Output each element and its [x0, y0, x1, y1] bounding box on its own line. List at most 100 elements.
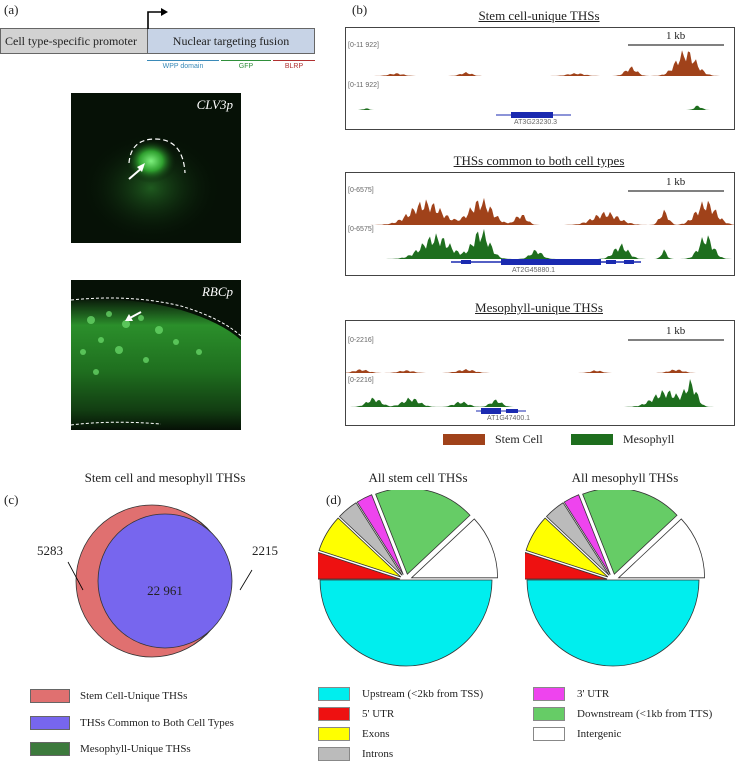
mesophyll-legend-label: Mesophyll [623, 432, 675, 446]
promoter-box: Cell type-specific promoter [0, 28, 148, 54]
venn-meso-value: 2215 [252, 543, 278, 558]
track1-range-bottom: [0-11 922] [348, 82, 380, 89]
track3-title: Mesophyll-unique THSs [475, 300, 603, 315]
legend-mesophyll: Mesophyll [571, 432, 674, 447]
5utr-label: 5' UTR [362, 708, 395, 720]
track1-title: Stem cell-unique THSs [478, 8, 600, 23]
pie-legend-3utr: 3' UTR [533, 687, 609, 701]
track2-range-top: [0-6575] [348, 187, 374, 194]
track2-title: THSs common to both cell types [453, 153, 625, 168]
pie-slice-3-utr [563, 494, 611, 575]
downstream-swatch [533, 707, 565, 721]
venn-common-circle [97, 513, 233, 649]
track1-scale-label: 1 kb [666, 30, 686, 42]
panel-d-label: (d) [326, 492, 342, 507]
exons-swatch [318, 727, 350, 741]
venn-title: Stem cell and mesophyll THSs [84, 470, 246, 485]
venn-legend-common: THSs Common to Both Cell Types [30, 716, 234, 730]
pie-slice-downstream-1kb-from-tts [375, 490, 471, 575]
gfp-label: GFP [238, 63, 254, 70]
pie-slice-downstream-1kb-from-tts [582, 490, 678, 575]
pie-slice-5-utr [318, 551, 401, 580]
pie-slice-exons [318, 517, 402, 578]
rbcp-micrograph: RBCp [71, 280, 241, 430]
mesophyll-swatch [571, 434, 613, 445]
clv3p-micrograph: CLV3p [71, 93, 241, 243]
track1-stem-signal [346, 50, 734, 76]
introns-label: Introns [362, 748, 394, 760]
3utr-label: 3' UTR [577, 688, 610, 700]
track1-box: 1 kb [0-11 922] [0-11 922] AT3G23230.3 [345, 27, 735, 130]
clv3p-label: CLV3p [196, 97, 233, 112]
track3-stem-signal [346, 369, 734, 373]
introns-swatch [318, 747, 350, 761]
downstream-label: Downstream (<1kb from TTS) [577, 708, 713, 720]
track2-box: 1 kb [0-6575] [0-6575] AT2G45880.1 [345, 172, 735, 276]
panel-a-label: (a) [4, 2, 19, 17]
pie-slice-3-utr [356, 494, 404, 575]
pie-legend-intergenic: Intergenic [533, 727, 621, 741]
venn-stem-value: 5283 [37, 543, 63, 558]
transcription-start-arrow-icon [147, 8, 168, 29]
stem-cell-swatch [443, 434, 485, 445]
venn-legend-stem: Stem Cell-Unique THSs [30, 689, 187, 703]
track1-range-top: [0-11 922] [348, 42, 380, 49]
gfp-line [221, 60, 271, 61]
pie2-title: All mesophyll THSs [571, 470, 679, 485]
venn-legend-common-label: THSs Common to Both Cell Types [80, 717, 234, 729]
5utr-swatch [318, 707, 350, 721]
pie-slice-intergenic [410, 518, 498, 579]
pie-legend-upstream: Upstream (<2kb from TSS) [318, 687, 483, 701]
track3-range-bottom: [0-2216] [348, 377, 374, 384]
legend-stem-cell: Stem Cell [443, 432, 543, 447]
exons-label: Exons [362, 728, 390, 740]
venn-legend-stem-swatch [30, 689, 70, 703]
pie-legend-introns: Introns [318, 747, 393, 761]
venn-legend-meso-swatch [30, 742, 70, 756]
pie-legend-exons: Exons [318, 727, 390, 741]
venn-legend-meso: Mesophyll-Unique THSs [30, 742, 191, 756]
track3-gene-label: AT1G47400.1 [487, 415, 531, 422]
3utr-swatch [533, 687, 565, 701]
track2-meso-signal [346, 228, 734, 259]
pie1-title: All stem cell THSs [368, 470, 468, 485]
pie-slice-5-utr [525, 551, 608, 580]
upstream-swatch [318, 687, 350, 701]
stem-cell-legend-label: Stem Cell [495, 432, 543, 446]
venn-legend-meso-label: Mesophyll-Unique THSs [80, 743, 191, 755]
pie-slice-intergenic [617, 518, 705, 579]
pie-slice-upstream-2kb-from-tss [319, 579, 493, 667]
pie-slice-upstream-2kb-from-tss [526, 579, 700, 667]
panel-c-label: (c) [4, 492, 19, 507]
panel-b-label: (b) [352, 2, 368, 17]
track1-gene-label: AT3G23230.3 [514, 119, 558, 126]
blrp-line [273, 60, 315, 61]
intergenic-label: Intergenic [577, 728, 622, 740]
pie-legend-downstream: Downstream (<1kb from TTS) [533, 707, 712, 721]
track2-stem-signal [346, 197, 734, 225]
upstream-label: Upstream (<2kb from TSS) [362, 688, 484, 700]
venn-legend-stem-label: Stem Cell-Unique THSs [80, 690, 188, 702]
intergenic-swatch [533, 727, 565, 741]
venn-legend-common-swatch [30, 716, 70, 730]
pie-chart-stem [318, 490, 498, 667]
track2-gene-label: AT2G45880.1 [512, 267, 556, 274]
pie-chart-mesophyll [525, 490, 705, 667]
track2-scale-label: 1 kb [666, 176, 686, 188]
rbcp-label: RBCp [201, 284, 233, 299]
blrp-label: BLRP [284, 63, 304, 70]
track3-box: 1 kb [0-2216] [0-2216] AT1G47400.1 [345, 320, 735, 426]
fusion-box: Nuclear targeting fusion [147, 28, 315, 54]
pie-legend-5utr: 5' UTR [318, 707, 394, 721]
pie-slice-introns [545, 502, 610, 576]
track1-meso-signal [346, 105, 734, 110]
track3-scale-label: 1 kb [666, 325, 686, 337]
venn-diagram [67, 504, 253, 658]
wpp-domain-label: WPP domain [162, 63, 204, 70]
track3-meso-signal [346, 379, 734, 407]
track3-range-top: [0-2216] [348, 337, 374, 344]
pie-slice-introns [338, 502, 403, 576]
wpp-domain-line [147, 60, 219, 61]
venn-common-value: 22 961 [147, 583, 183, 598]
domain-map: WPP domain GFP BLRP [147, 60, 315, 74]
